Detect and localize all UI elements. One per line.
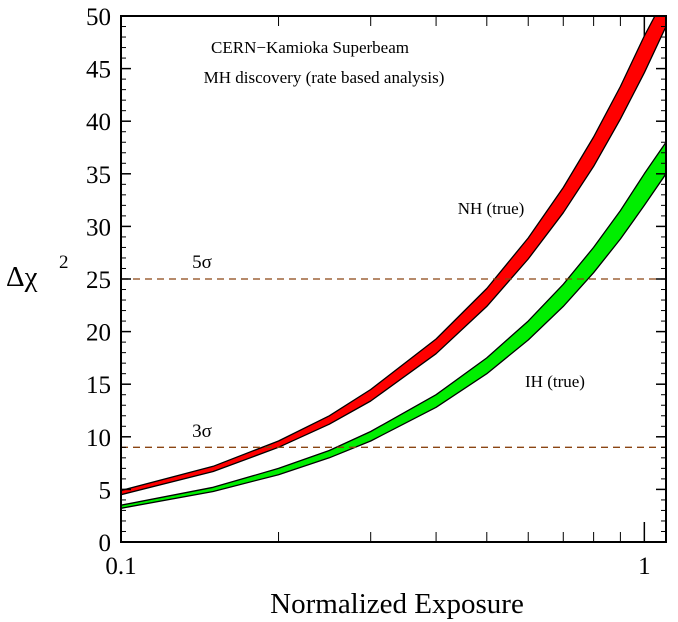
y-axis-label-main: Δχ bbox=[6, 261, 38, 293]
x-axis-label: Normalized Exposure bbox=[270, 588, 524, 620]
y-tick-label: 10 bbox=[86, 425, 111, 452]
ih-true-band bbox=[121, 141, 666, 509]
y-tick-label: 25 bbox=[86, 267, 111, 294]
y-tick-label: 35 bbox=[86, 162, 111, 189]
ticks-layer: 0 5 10 15 20 25 30 35 40 45 50 0.1 1 bbox=[86, 4, 666, 580]
y-tick-label: 5 bbox=[99, 477, 112, 504]
reference-lines-layer bbox=[121, 278, 666, 448]
x-tick-label: 1 bbox=[638, 553, 651, 580]
y-tick-label: 40 bbox=[86, 109, 111, 136]
y-tick-label: 15 bbox=[86, 372, 111, 399]
sigma5-label: 5σ bbox=[192, 252, 212, 273]
y-axis-label-superscript: 2 bbox=[59, 252, 69, 273]
x-tick-label: 0.1 bbox=[105, 553, 136, 580]
nh-label: NH (true) bbox=[458, 199, 525, 218]
y-tick-label: 50 bbox=[86, 4, 111, 31]
chart-subtitle: MH discovery (rate based analysis) bbox=[204, 68, 445, 87]
nh-true-band bbox=[121, 16, 666, 496]
y-tick-label: 20 bbox=[86, 320, 111, 347]
y-tick-label: 45 bbox=[86, 57, 111, 84]
y-tick-label: 30 bbox=[86, 214, 111, 241]
y-axis-label: Δχ 2 bbox=[6, 252, 69, 293]
y-tick-label: 0 bbox=[99, 530, 112, 557]
chart-title: CERN−Kamioka Superbeam bbox=[211, 38, 409, 57]
sigma3-label: 3σ bbox=[192, 421, 212, 442]
bands-layer bbox=[121, 16, 666, 509]
ih-label: IH (true) bbox=[525, 372, 585, 391]
